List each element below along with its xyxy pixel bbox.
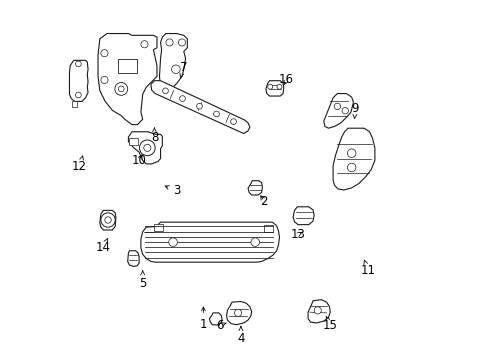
Polygon shape [151,81,249,134]
Circle shape [168,238,177,247]
Circle shape [143,144,151,152]
Polygon shape [247,181,262,195]
Text: 13: 13 [290,228,305,241]
Text: 9: 9 [351,102,358,118]
Circle shape [179,96,185,102]
Circle shape [101,50,108,57]
Bar [129,138,138,145]
Polygon shape [323,94,353,128]
Circle shape [313,307,321,314]
Polygon shape [128,132,162,164]
Text: 1: 1 [199,307,207,331]
Polygon shape [332,128,374,190]
Circle shape [250,238,259,247]
Circle shape [341,108,348,114]
Circle shape [75,61,81,67]
Circle shape [234,309,241,316]
Bar [118,59,137,73]
Circle shape [165,39,173,46]
Bar [264,225,272,232]
Text: 14: 14 [95,238,110,255]
Text: 12: 12 [72,156,87,173]
Circle shape [276,84,282,89]
Text: 7: 7 [180,61,187,77]
Circle shape [196,103,202,109]
Circle shape [171,65,180,73]
Polygon shape [292,207,313,225]
Polygon shape [209,313,222,325]
Text: 3: 3 [165,184,180,197]
Circle shape [101,213,115,227]
Circle shape [141,41,148,48]
Circle shape [346,149,355,157]
Circle shape [75,92,81,98]
Circle shape [104,217,111,223]
Circle shape [230,119,236,125]
Circle shape [178,39,185,46]
Circle shape [115,82,127,95]
Text: 11: 11 [360,260,374,276]
Text: 10: 10 [131,154,146,167]
Circle shape [333,103,340,110]
Circle shape [346,163,355,172]
Text: 5: 5 [139,271,146,290]
Bar [154,224,163,231]
Text: 4: 4 [237,327,244,346]
Polygon shape [159,33,187,93]
Circle shape [213,111,219,117]
Circle shape [163,88,168,94]
Circle shape [139,140,155,156]
Polygon shape [98,33,157,125]
Text: 16: 16 [279,73,294,86]
Polygon shape [307,300,329,323]
Polygon shape [69,60,88,102]
Polygon shape [100,210,116,230]
Circle shape [267,84,272,89]
Circle shape [118,86,124,92]
Bar [72,102,77,107]
Polygon shape [226,301,251,325]
Text: 2: 2 [260,195,267,208]
Polygon shape [127,251,139,266]
Polygon shape [265,81,283,96]
Text: 15: 15 [322,316,337,332]
Polygon shape [141,222,279,262]
Text: 8: 8 [150,128,158,144]
Text: 6: 6 [215,319,225,332]
Circle shape [101,76,108,84]
